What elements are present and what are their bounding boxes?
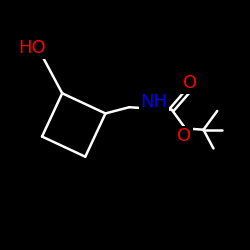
Text: O: O bbox=[177, 128, 191, 146]
Text: O: O bbox=[183, 74, 197, 92]
Text: NH: NH bbox=[141, 93, 168, 111]
Text: HO: HO bbox=[18, 39, 46, 57]
